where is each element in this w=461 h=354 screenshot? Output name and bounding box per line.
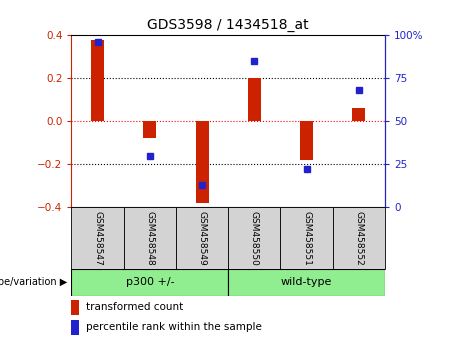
Text: GSM458547: GSM458547 (93, 211, 102, 266)
FancyBboxPatch shape (71, 207, 124, 269)
Bar (71, 300, 79, 315)
FancyBboxPatch shape (228, 269, 385, 296)
Text: wild-type: wild-type (281, 277, 332, 287)
Bar (352, 108, 365, 121)
Bar (195, 121, 208, 203)
Bar (91, 40, 104, 121)
FancyBboxPatch shape (280, 207, 333, 269)
Text: GSM458551: GSM458551 (302, 211, 311, 266)
Text: GSM458550: GSM458550 (250, 211, 259, 266)
FancyBboxPatch shape (333, 207, 385, 269)
FancyBboxPatch shape (124, 207, 176, 269)
Bar (71, 320, 79, 335)
FancyBboxPatch shape (71, 269, 228, 296)
FancyBboxPatch shape (176, 207, 228, 269)
Text: GSM458548: GSM458548 (145, 211, 154, 266)
Bar (143, 121, 156, 138)
Text: GSM458552: GSM458552 (355, 211, 363, 266)
Bar (300, 121, 313, 160)
Text: transformed count: transformed count (86, 302, 183, 313)
Text: GSM458549: GSM458549 (198, 211, 207, 266)
FancyBboxPatch shape (228, 207, 280, 269)
Bar (248, 78, 261, 121)
Title: GDS3598 / 1434518_at: GDS3598 / 1434518_at (148, 18, 309, 32)
Text: p300 +/-: p300 +/- (125, 277, 174, 287)
Text: percentile rank within the sample: percentile rank within the sample (86, 322, 261, 332)
Text: genotype/variation ▶: genotype/variation ▶ (0, 277, 67, 287)
